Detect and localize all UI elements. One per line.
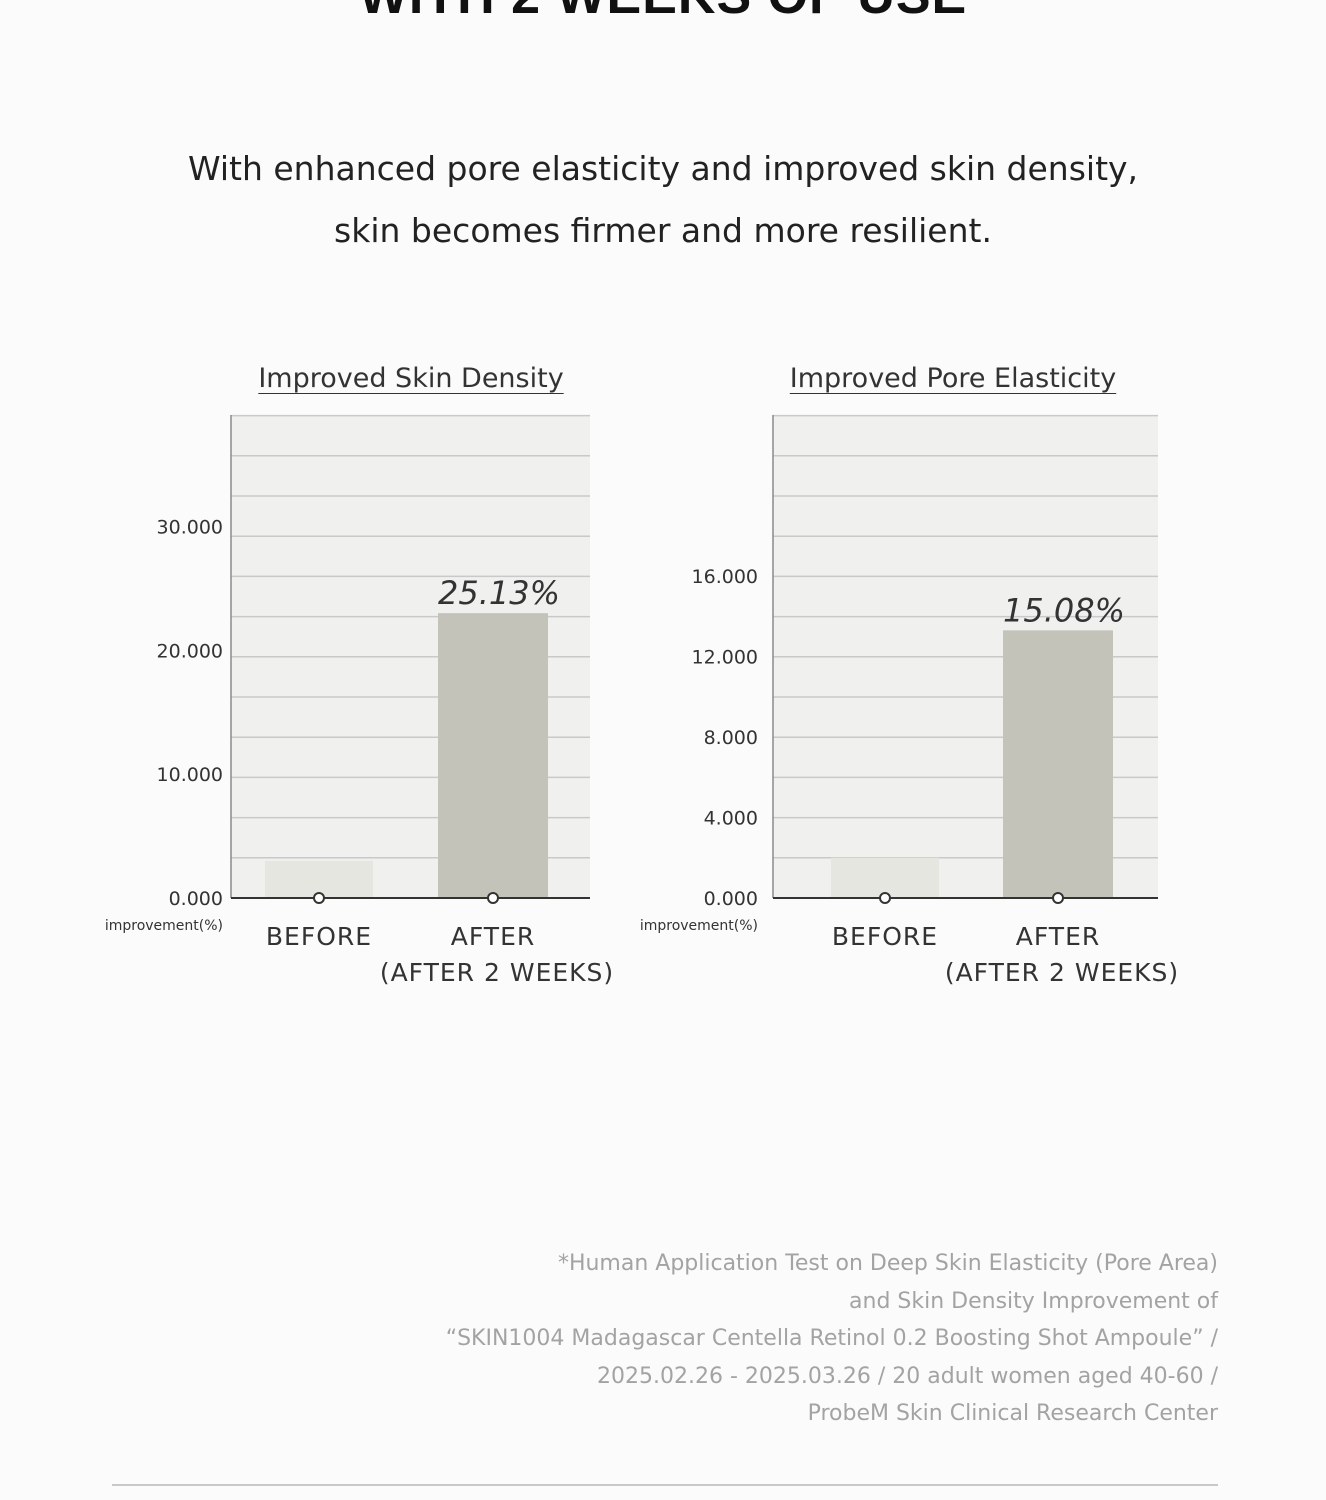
baseline-marker bbox=[313, 892, 325, 904]
pore-elasticity-chart-svg: 15.08% 0.000 4.000 8.000 12.000 16.000 improve… bbox=[640, 414, 1179, 987]
x-category-label: AFTER bbox=[451, 922, 535, 951]
footnote-line: “SKIN1004 Madagascar Centella Retinol 0.… bbox=[445, 1326, 1218, 1351]
footnote-line: *Human Application Test on Deep Skin Ela… bbox=[557, 1251, 1218, 1276]
bar-before bbox=[265, 860, 373, 898]
subheadline-line-1: With enhanced pore elasticity and improv… bbox=[187, 149, 1139, 188]
y-tick-label: 12.000 bbox=[692, 647, 758, 669]
x-category-label: BEFORE bbox=[832, 922, 938, 951]
footnote-line: and Skin Density Improvement of bbox=[849, 1288, 1218, 1314]
value-label: 15.08% bbox=[1003, 591, 1125, 629]
pore-elasticity-chart: Improved Pore Elasticity 15.08% 0.000 4.00… bbox=[630, 355, 1270, 1015]
bar-before bbox=[831, 857, 939, 898]
bottom-divider bbox=[112, 1484, 1218, 1486]
baseline-marker bbox=[879, 892, 891, 904]
page-headline: WITH 2 WEEKS OF USE bbox=[0, 0, 1326, 26]
baseline-marker bbox=[1052, 892, 1064, 904]
y-tick-label: 0.000 bbox=[704, 888, 758, 910]
subheadline: With enhanced pore elasticity and improv… bbox=[0, 138, 1326, 262]
x-category-sublabel: (AFTER 2 WEEKS) bbox=[945, 958, 1179, 987]
footnote-line: 2025.02.26 - 2025.03.26 / 20 adult women… bbox=[597, 1363, 1218, 1389]
x-category-sublabel: (AFTER 2 WEEKS) bbox=[380, 958, 614, 987]
y-tick-label: 10.000 bbox=[157, 764, 223, 786]
bar-after bbox=[1003, 630, 1113, 898]
y-tick-label: 30.000 bbox=[157, 516, 223, 538]
y-axis-label: improvement(%) bbox=[640, 918, 758, 934]
baseline-marker bbox=[487, 892, 499, 904]
value-label: 25.13% bbox=[438, 574, 560, 612]
skin-density-chart-svg: 25.13% 0.000 10.000 20.000 30.000 improvement… bbox=[105, 414, 614, 987]
y-tick-label: 0.000 bbox=[169, 888, 223, 910]
y-axis-label: improvement(%) bbox=[105, 918, 223, 934]
y-tick-label: 20.000 bbox=[157, 640, 223, 662]
bar-after bbox=[438, 613, 548, 898]
y-tick-label: 8.000 bbox=[704, 727, 758, 749]
subheadline-line-2: skin becomes firmer and more resilient. bbox=[334, 211, 992, 250]
skin-density-chart: Improved Skin Density 25.13% 0.000 10.000 2… bbox=[95, 355, 735, 1015]
chart-title: Improved Pore Elasticity bbox=[789, 363, 1117, 394]
x-category-label: BEFORE bbox=[266, 922, 372, 951]
study-footnote: *Human Application Test on Deep Skin Ela… bbox=[446, 1245, 1218, 1433]
chart-title: Improved Skin Density bbox=[258, 363, 564, 394]
y-tick-label: 4.000 bbox=[704, 808, 758, 830]
x-category-label: AFTER bbox=[1016, 922, 1100, 951]
footnote-line: ProbeM Skin Clinical Research Center bbox=[807, 1401, 1218, 1426]
y-tick-label: 16.000 bbox=[692, 566, 758, 588]
